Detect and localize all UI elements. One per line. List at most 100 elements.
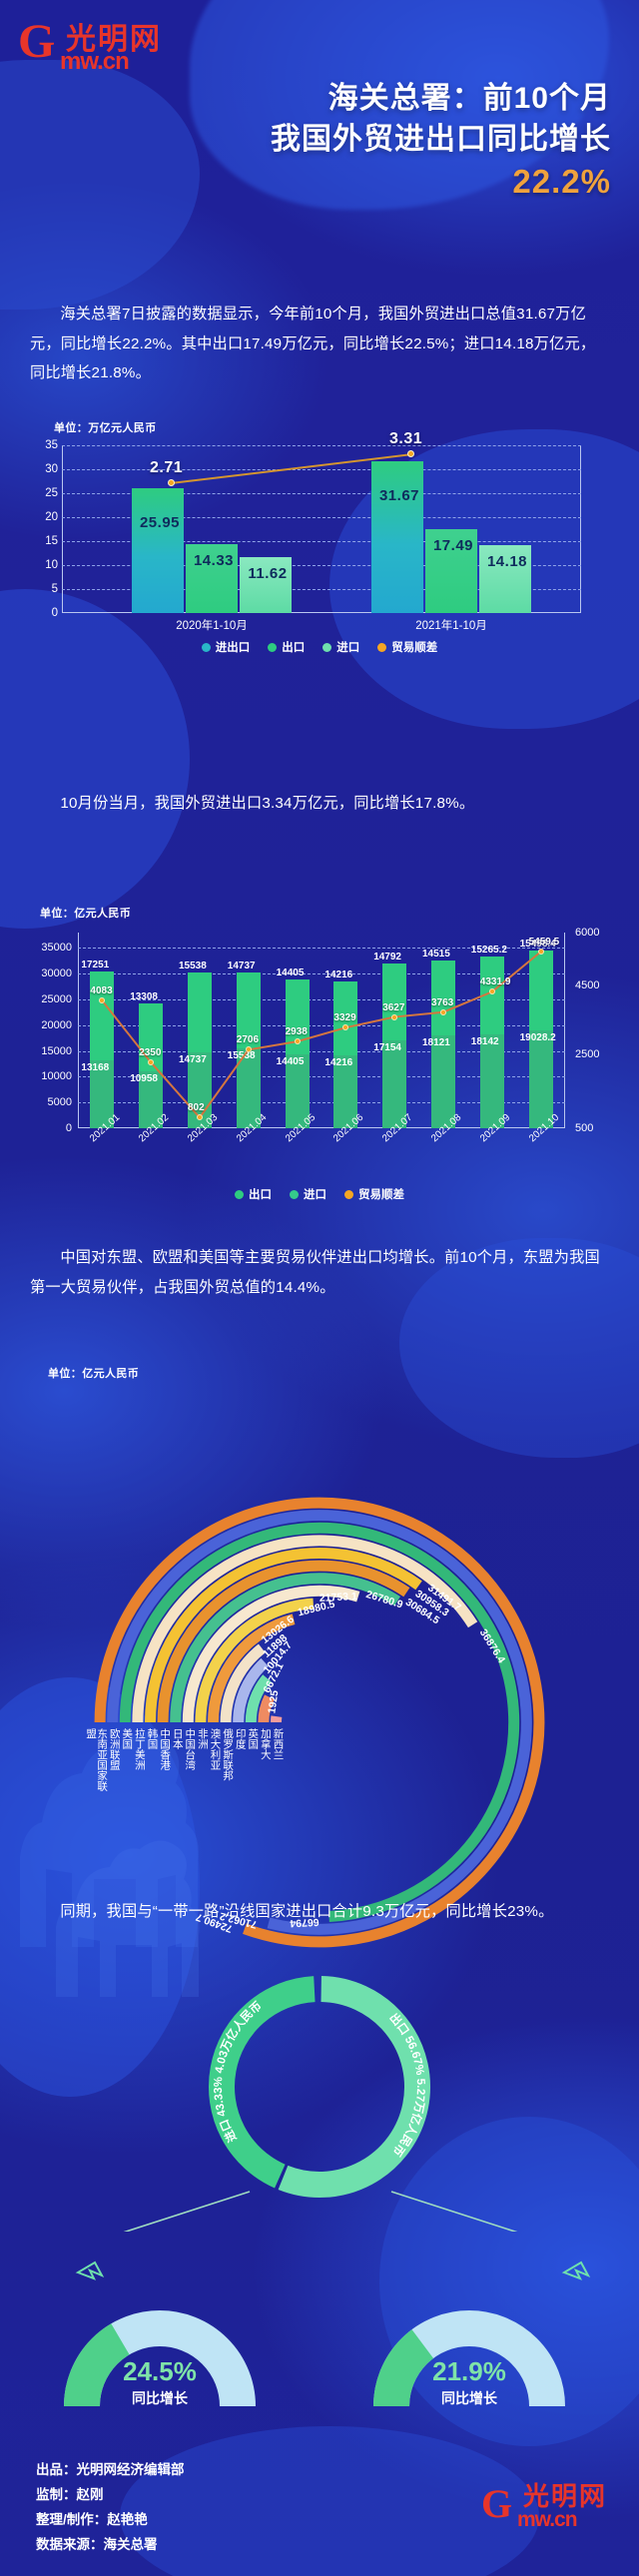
chart1-ytick: 25: [45, 487, 58, 499]
chart1-legend-item: 出口: [268, 639, 305, 655]
chart2-line-value: 2938: [285, 1026, 308, 1038]
chart2-legend: 出口 进口 贸易顺差: [0, 1186, 639, 1202]
radial-category-label: 新西兰: [272, 1728, 285, 1760]
chart1-bar: [240, 557, 292, 613]
title-line-1: 海关总署：前10个月: [327, 82, 611, 115]
radial-bar-7: [182, 1585, 360, 1723]
radial-bar-value-14: 1925: [266, 1689, 281, 1714]
paragraph-3: 中国对东盟、欧盟和美国等主要贸易伙伴进出口均增长。前10个月，东盟为我国第一大贸…: [30, 1249, 600, 1296]
radial-category-label: 中国台湾: [184, 1728, 197, 1770]
chart1-baseline: [62, 612, 581, 613]
radial-bar-9: [208, 1613, 296, 1723]
radial-bar-3: [132, 1535, 478, 1723]
footer-logo-chinese-name: 光明网: [523, 2482, 608, 2511]
chart1-unit-label: 单位：万亿元人民币: [54, 422, 157, 434]
radial-bar-0: [94, 1497, 545, 1948]
chart1-ytick: 5: [51, 583, 58, 595]
chart2-line-point: [294, 1038, 301, 1045]
chart1-ytick: 35: [45, 439, 58, 451]
paragraph-4: 同期，我国与“一带一路”沿线国家进出口合计9.3万亿元，同比增长23%。: [60, 1903, 554, 1920]
chart2-legend-item: 进口: [290, 1186, 326, 1202]
chart1-legend-swatch: [268, 642, 278, 652]
gmw-logo-footer: G 光明网 mw.cn: [481, 2476, 611, 2532]
radial-category-label: 欧洲联盟: [108, 1728, 121, 1770]
chart2-unit-label: 单位：亿元人民币: [40, 908, 132, 920]
title-line-2: 我国外贸进出口同比增长: [271, 123, 611, 157]
gauges-svg: [64, 2260, 591, 2407]
chart2-bar-value-lower: 17154: [373, 1041, 401, 1053]
chart2-bar-value-upper: 15265.2: [470, 944, 507, 956]
radial-bar-5: [157, 1560, 410, 1723]
title-percent: 22.2%: [512, 162, 611, 200]
chart1-gridline: [62, 493, 581, 494]
chart2-y2tick: 6000: [575, 927, 600, 939]
radial-category-label: 非洲: [196, 1728, 209, 1749]
chart1-line-value: 2.71: [150, 458, 184, 476]
chart2-bar-value-lower: 13168: [81, 1062, 110, 1074]
chart2-line-point: [440, 1008, 446, 1015]
radial-category-label: 俄罗斯联邦: [222, 1728, 235, 1781]
chart1-bar: [425, 529, 477, 613]
logo-chinese-name: 光明网: [66, 23, 162, 56]
chart2-gridline: [78, 973, 565, 975]
chart2-bar-value-lower: 14216: [324, 1056, 353, 1068]
paragraph-1: 海关总署7日披露的数据显示，今年前10个月，我国外贸进出口总值31.67万亿元，…: [30, 306, 596, 382]
chart1-legend-label: 进出口: [215, 642, 251, 654]
footer-logo-letter-g: G: [481, 2481, 513, 2526]
chart1-legend-swatch: [201, 642, 211, 652]
chart2-line-value: 3763: [431, 996, 454, 1008]
radial-bar-12: [245, 1674, 272, 1723]
gauge-sublabel-0: 同比增长: [132, 2390, 188, 2406]
arrow-left-line: [123, 2191, 251, 2232]
chart2-gridline: [78, 1076, 565, 1078]
chart2-bar-value-lower: 10958: [130, 1073, 158, 1085]
chart2-gridline: [78, 1050, 565, 1052]
chart1-ytick: 15: [45, 535, 58, 547]
chart2-legend-item: 出口: [235, 1186, 272, 1202]
chart2-right-axis: [564, 933, 565, 1128]
radial-category-label: 美国: [121, 1728, 134, 1749]
chart2-line-value: 4083: [90, 985, 113, 997]
chart1-ytick: 10: [45, 559, 58, 571]
chart1-gridline: [62, 541, 581, 542]
chart2-ytick: 30000: [41, 967, 72, 980]
chart2-bar-value-upper: 14515: [422, 948, 450, 960]
donut-slice-0: [278, 1976, 430, 2198]
chart2-ytick: 0: [65, 1122, 72, 1134]
chart2-bar-import: [479, 1034, 504, 1128]
chart2-bar-import: [90, 1060, 115, 1128]
chart1-legend-label: 出口: [282, 642, 306, 654]
chart1-line-point: [168, 478, 175, 486]
chart-belt-road-donut: 出口 56.67% 5.27万亿人民币 进口 43.33% 4.03万亿人民币: [0, 1942, 639, 2232]
chart2-bar-import: [431, 1034, 455, 1128]
footer-line-0: 出品：光明网经济编辑部: [36, 2462, 185, 2477]
footer-credits: 出品：光明网经济编辑部 监制：赵刚 整理/制作：赵艳艳 数据来源：海关总署: [36, 2458, 185, 2558]
chart3-unit-label: 单位：亿元人民币: [48, 1368, 140, 1380]
chart2-line-point: [342, 1024, 349, 1031]
chart-annual-comparison: 单位：万亿元人民币 0510152025303500.511.522.533.5…: [0, 417, 639, 667]
chart-growth-gauges: 24.5% 同比增长 21.9% 同比增长: [0, 2256, 639, 2436]
arrow-head-0: [75, 2260, 105, 2280]
radial-category-label: 澳大利亚: [209, 1728, 222, 1770]
chart2-legend-swatch: [290, 1189, 299, 1199]
chart1-bar-value: 14.33: [193, 552, 235, 570]
chart1-bar: [479, 544, 531, 613]
radial-category-label: 中国香港: [159, 1728, 172, 1770]
chart2-line-value: 4331.9: [479, 976, 511, 988]
chart1-legend-label: 进口: [336, 642, 360, 654]
radial-category-label: 日本: [171, 1728, 184, 1749]
chart2-ytick: 25000: [41, 993, 72, 1006]
radial-bar-1: [107, 1510, 532, 1935]
chart2-gridline: [78, 948, 565, 950]
chart1-bar-value: 17.49: [432, 537, 474, 555]
chart2-bar-value-lower: 15538: [227, 1049, 256, 1061]
chart2-bar-import: [382, 1039, 407, 1128]
page-title: 海关总署：前10个月 我国外贸进出口同比增长 22.2%: [0, 78, 639, 201]
chart2-ytick: 5000: [47, 1096, 72, 1109]
footer-line-2: 整理/制作：赵艳艳: [36, 2511, 148, 2527]
chart2-left-axis: [78, 933, 79, 1128]
arrow-right-line: [390, 2191, 518, 2232]
chart2-legend-label: 贸易顺差: [358, 1189, 404, 1201]
